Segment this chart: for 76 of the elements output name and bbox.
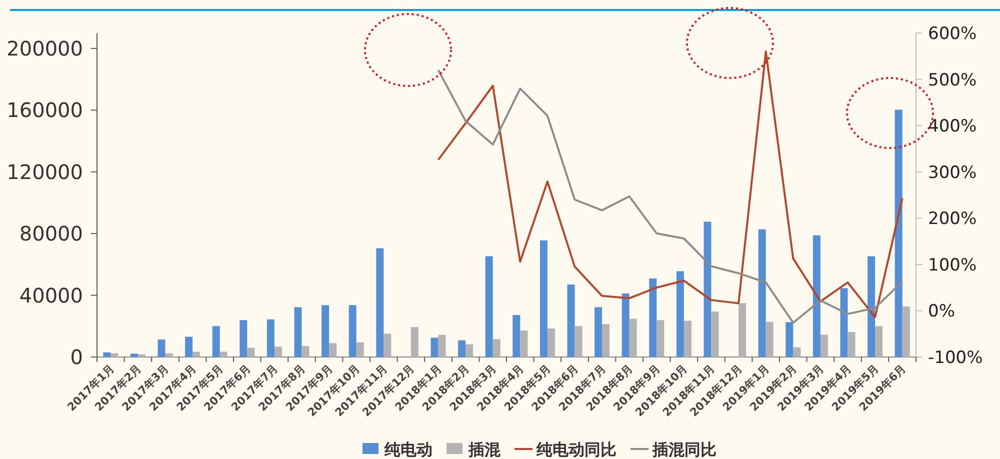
bar [458, 340, 466, 357]
bar [820, 334, 828, 357]
y2-tick-label: 400% [928, 116, 977, 137]
bar [356, 342, 364, 357]
bar [684, 320, 692, 357]
y-tick-label: 200000 [6, 36, 83, 60]
bar [322, 305, 330, 357]
y-tick-label: 40000 [19, 283, 83, 308]
y2-tick-label: -100% [928, 348, 983, 368]
y-tick-label: 120000 [6, 160, 83, 184]
bar [738, 303, 746, 357]
bar [274, 346, 282, 357]
bar [294, 307, 302, 357]
y2-tick-label: 100% [928, 255, 977, 276]
bar [574, 326, 582, 357]
y2-tick-label: 200% [928, 209, 977, 230]
legend-label: 插混同比 [652, 440, 716, 459]
legend-label: 纯电动同比 [536, 440, 616, 459]
bar [430, 338, 438, 357]
y2-tick-label: 0% [928, 302, 955, 322]
bar [786, 322, 794, 357]
bar [485, 256, 493, 357]
bar [540, 240, 548, 357]
bar [158, 339, 166, 357]
bar [348, 305, 356, 357]
y2-tick-label: 500% [928, 70, 977, 90]
bar [656, 320, 664, 357]
bar [758, 229, 766, 357]
y-tick-label: 80000 [19, 222, 83, 246]
bar [192, 352, 200, 357]
bar [329, 343, 337, 357]
bar [138, 354, 146, 357]
bar [410, 327, 418, 357]
y-tick-label: 0 [70, 345, 83, 369]
bar [130, 354, 138, 357]
bar [220, 352, 228, 357]
bar [302, 346, 310, 357]
bar [812, 235, 820, 357]
bar [547, 328, 555, 357]
bar [848, 332, 856, 357]
bar [165, 353, 173, 357]
bar [384, 334, 392, 357]
bar [520, 330, 528, 357]
bar [622, 293, 630, 357]
bar [793, 347, 801, 357]
bar [676, 271, 684, 357]
bar [247, 348, 255, 357]
bar [212, 326, 220, 357]
bar [512, 315, 520, 357]
bar [649, 278, 657, 357]
bar [240, 320, 248, 357]
bar [594, 307, 602, 357]
y2-tick-label: 600% [928, 24, 977, 44]
bar [376, 248, 384, 357]
legend-label: 纯电动 [384, 440, 432, 459]
bar [466, 344, 474, 357]
bar [103, 352, 111, 357]
bar [704, 222, 712, 357]
y2-tick-label: 300% [928, 162, 977, 183]
bar [711, 311, 719, 357]
bar [266, 319, 274, 357]
bar [875, 326, 883, 357]
bar [894, 110, 902, 357]
y-tick-label: 160000 [6, 98, 83, 122]
legend-label: 插混 [468, 440, 502, 459]
bar [840, 288, 848, 357]
bar [902, 306, 910, 357]
bar [438, 334, 446, 357]
bar [602, 324, 610, 357]
bar [492, 339, 500, 357]
bar [110, 353, 118, 357]
bar [567, 284, 575, 357]
bar [629, 318, 637, 357]
bar [766, 322, 774, 357]
bar [868, 256, 876, 357]
bar [185, 336, 193, 357]
